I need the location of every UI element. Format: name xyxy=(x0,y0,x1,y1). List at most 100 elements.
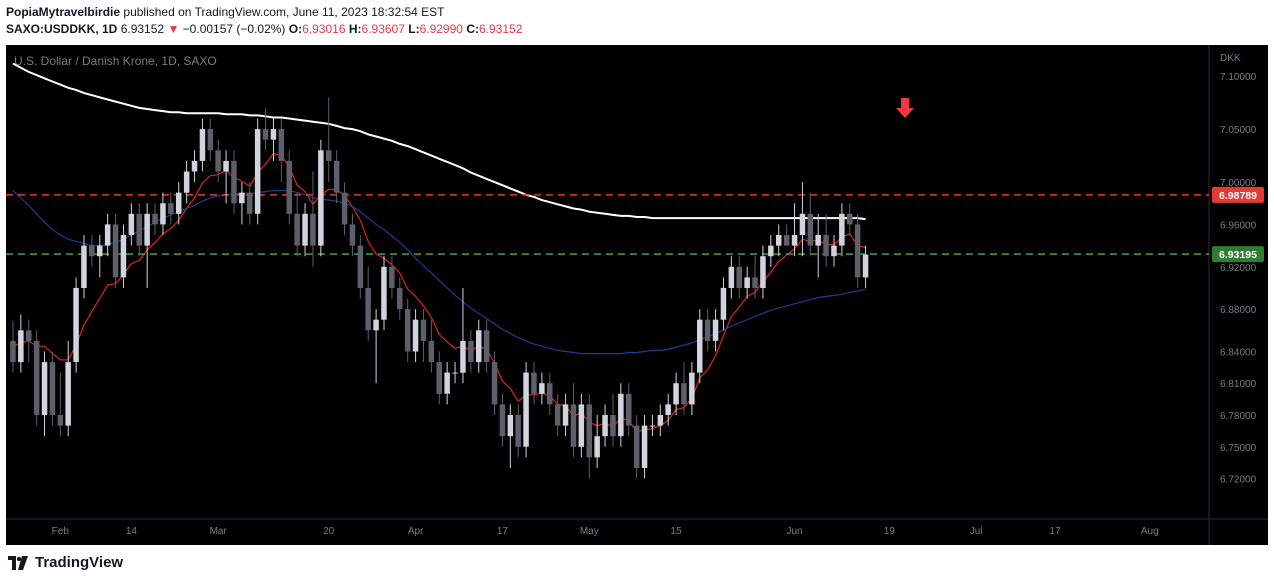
candle-body[interactable] xyxy=(444,372,450,394)
candle-body[interactable] xyxy=(633,425,640,468)
candle-body[interactable] xyxy=(847,213,853,225)
candle-body[interactable] xyxy=(152,213,158,225)
candle-body[interactable] xyxy=(199,129,206,161)
candle-body[interactable] xyxy=(10,340,16,363)
candle-body[interactable] xyxy=(65,362,71,426)
candle-body[interactable] xyxy=(18,330,24,363)
candle-body[interactable] xyxy=(49,362,56,415)
candle-body[interactable] xyxy=(247,192,253,214)
candle-body[interactable] xyxy=(73,287,79,362)
candle-body[interactable] xyxy=(460,340,466,373)
candle-body[interactable] xyxy=(539,383,545,394)
candle-body[interactable] xyxy=(231,160,237,204)
candle-body[interactable] xyxy=(81,245,87,288)
candle-body[interactable] xyxy=(420,319,427,341)
candle-body[interactable] xyxy=(215,150,221,172)
candle-body[interactable] xyxy=(862,254,869,278)
candle-body[interactable] xyxy=(697,319,703,373)
candle-body[interactable] xyxy=(499,404,506,437)
candle-body[interactable] xyxy=(318,150,324,246)
candle-body[interactable] xyxy=(515,415,521,447)
candle-body[interactable] xyxy=(752,277,758,288)
candle-body[interactable] xyxy=(357,245,364,288)
candle-body[interactable] xyxy=(294,213,300,246)
candle-body[interactable] xyxy=(586,404,593,458)
candle-body[interactable] xyxy=(254,129,261,214)
candle-body[interactable] xyxy=(602,415,608,437)
candle-body[interactable] xyxy=(333,160,340,193)
candle-body[interactable] xyxy=(768,245,774,257)
candle-body[interactable] xyxy=(578,404,585,447)
candle-body[interactable] xyxy=(136,213,143,246)
candle-body[interactable] xyxy=(776,235,782,246)
candle-body[interactable] xyxy=(397,287,403,310)
candle-body[interactable] xyxy=(704,319,711,341)
candle-body[interactable] xyxy=(618,393,624,437)
candle-body[interactable] xyxy=(547,383,553,405)
candle-body[interactable] xyxy=(673,383,679,405)
candle-body[interactable] xyxy=(641,425,648,468)
candle-body[interactable] xyxy=(183,171,190,193)
candle-body[interactable] xyxy=(104,224,111,246)
candle-body[interactable] xyxy=(89,245,95,257)
candle-body[interactable] xyxy=(341,192,348,225)
candle-body[interactable] xyxy=(531,372,537,394)
candle-body[interactable] xyxy=(657,415,664,426)
candle-body[interactable] xyxy=(507,415,514,437)
price-chart[interactable]: 7.10000 7.05000 7.00000 6.96000 6.92000 6.880… xyxy=(6,45,1268,545)
candle-body[interactable] xyxy=(286,160,293,214)
candle-body[interactable] xyxy=(326,150,332,161)
candle-body[interactable] xyxy=(26,330,32,341)
candle-body[interactable] xyxy=(452,372,458,374)
candle-body[interactable] xyxy=(223,160,229,172)
candle-body[interactable] xyxy=(823,235,829,257)
publisher-name[interactable]: PopiaMytravelbirdie xyxy=(6,5,121,19)
chart-panel[interactable]: 7.10000 7.05000 7.00000 6.96000 6.92000 6.880… xyxy=(6,45,1268,545)
tradingview-logo[interactable]: TradingView xyxy=(8,554,123,571)
candle-body[interactable] xyxy=(799,213,806,235)
candle-body[interactable] xyxy=(349,224,356,246)
candle-body[interactable] xyxy=(839,213,845,246)
candle-body[interactable] xyxy=(483,330,490,363)
candle-body[interactable] xyxy=(262,129,269,140)
candle-body[interactable] xyxy=(176,192,182,214)
candle-body[interactable] xyxy=(404,309,411,352)
candle-body[interactable] xyxy=(57,415,64,426)
candle-body[interactable] xyxy=(33,340,40,415)
candle-body[interactable] xyxy=(712,319,719,341)
candle-body[interactable] xyxy=(302,213,308,246)
candle-body[interactable] xyxy=(783,235,790,246)
candle-body[interactable] xyxy=(120,235,127,278)
candle-body[interactable] xyxy=(436,362,443,394)
candle-body[interactable] xyxy=(831,245,837,257)
candle-body[interactable] xyxy=(160,203,166,225)
candle-body[interactable] xyxy=(97,245,103,257)
candle-body[interactable] xyxy=(562,404,569,426)
candle-body[interactable] xyxy=(476,330,482,363)
candle-body[interactable] xyxy=(168,203,174,214)
candle-body[interactable] xyxy=(207,129,214,151)
candle-body[interactable] xyxy=(412,319,419,352)
candle-body[interactable] xyxy=(728,266,735,288)
candle-body[interactable] xyxy=(428,340,435,363)
candle-body[interactable] xyxy=(523,372,529,447)
candle-body[interactable] xyxy=(381,266,387,320)
candle-body[interactable] xyxy=(649,425,656,427)
candle-body[interactable] xyxy=(807,213,814,246)
candle-body[interactable] xyxy=(760,256,766,288)
candle-body[interactable] xyxy=(239,192,245,204)
candle-body[interactable] xyxy=(468,340,474,363)
candle-body[interactable] xyxy=(665,404,671,415)
candle-body[interactable] xyxy=(144,213,150,246)
candle-body[interactable] xyxy=(689,372,695,405)
candle-body[interactable] xyxy=(744,277,750,288)
candle-body[interactable] xyxy=(681,383,687,405)
candle-body[interactable] xyxy=(791,235,798,246)
candle-body[interactable] xyxy=(594,436,600,458)
candle-body[interactable] xyxy=(278,129,285,161)
candle-body[interactable] xyxy=(626,393,632,426)
candle-body[interactable] xyxy=(191,160,198,172)
candle-body[interactable] xyxy=(491,362,498,405)
candle-body[interactable] xyxy=(570,404,577,447)
candle-body[interactable] xyxy=(720,287,727,320)
